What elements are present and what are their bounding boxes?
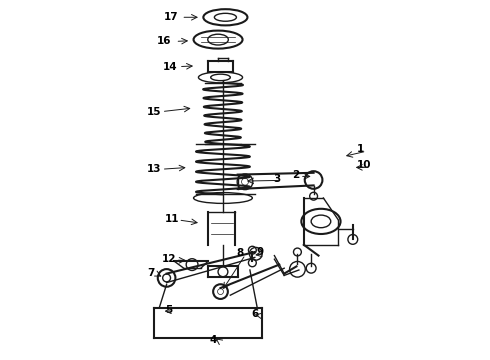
Text: 1: 1 bbox=[357, 144, 364, 154]
Text: 10: 10 bbox=[357, 160, 371, 170]
Text: 3: 3 bbox=[273, 174, 280, 184]
Text: 11: 11 bbox=[165, 214, 180, 224]
Text: 2: 2 bbox=[292, 170, 299, 180]
Text: 9: 9 bbox=[256, 247, 263, 257]
Text: 13: 13 bbox=[147, 164, 162, 174]
Text: 7: 7 bbox=[147, 267, 155, 278]
Text: 6: 6 bbox=[251, 309, 258, 319]
Text: 14: 14 bbox=[163, 62, 177, 72]
Text: 16: 16 bbox=[157, 36, 172, 46]
Text: 12: 12 bbox=[162, 254, 176, 264]
Text: 4: 4 bbox=[210, 335, 218, 345]
Text: 5: 5 bbox=[166, 305, 172, 315]
Text: 15: 15 bbox=[147, 107, 162, 117]
Text: 17: 17 bbox=[164, 12, 179, 22]
Text: 8: 8 bbox=[237, 248, 244, 258]
